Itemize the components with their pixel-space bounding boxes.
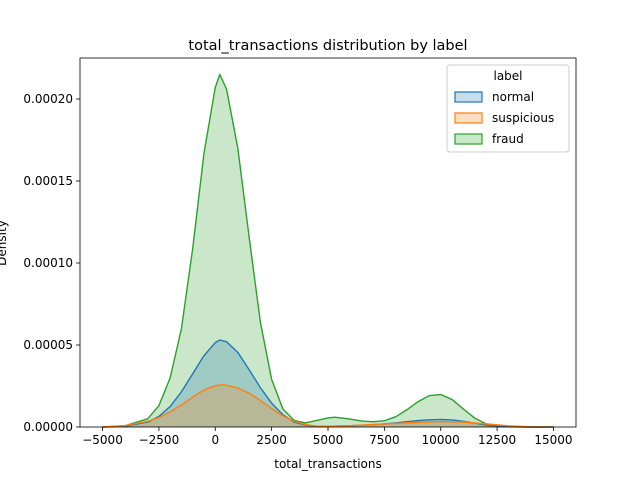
legend: label normal suspicious fraud [446, 64, 570, 153]
x-tick-label: 12500 [478, 433, 516, 447]
legend-swatch-normal [454, 91, 483, 103]
density-areas [102, 74, 554, 428]
x-tick-label: 5000 [313, 433, 344, 447]
x-tick-label: 15000 [534, 433, 572, 447]
legend-entries: normal suspicious fraud [454, 90, 554, 146]
area-fraud [102, 74, 554, 428]
x-tick-label: 7500 [369, 433, 400, 447]
x-tick-label: 10000 [422, 433, 460, 447]
legend-label-suspicious: suspicious [492, 111, 554, 125]
y-tick-label: 0.00005 [23, 338, 73, 352]
y-axis-label: Density [0, 220, 9, 266]
x-axis-label: total_transactions [274, 457, 381, 471]
legend-label-normal: normal [492, 90, 534, 104]
x-tick-label: −5000 [82, 433, 123, 447]
line-fraud [102, 73, 554, 428]
legend-frame [446, 64, 570, 153]
area-normal [102, 340, 554, 427]
area-suspicious [102, 384, 554, 427]
y-tick-label: 0.00010 [23, 256, 73, 270]
x-tick-label: 2500 [256, 433, 287, 447]
legend-swatch-suspicious [454, 112, 483, 124]
legend-title: label [493, 69, 522, 83]
y-tick-label: 0.00000 [23, 420, 73, 434]
legend-label-fraud: fraud [492, 132, 524, 146]
density-lines [102, 73, 554, 428]
legend-swatch-fraud [454, 133, 483, 145]
line-suspicious [102, 384, 554, 428]
y-axis-ticks: 0.00000 0.00005 0.00010 0.00015 0.00020 [23, 92, 80, 434]
x-tick-label: 0 [211, 433, 219, 447]
y-tick-label: 0.00020 [23, 92, 73, 106]
x-axis-ticks: −5000 −2500 0 2500 5000 7500 10000 12500 15000 [82, 427, 573, 447]
chart-title: total_transactions distribution by label [188, 38, 467, 54]
y-tick-label: 0.00015 [23, 174, 73, 188]
x-tick-label: −2500 [139, 433, 180, 447]
